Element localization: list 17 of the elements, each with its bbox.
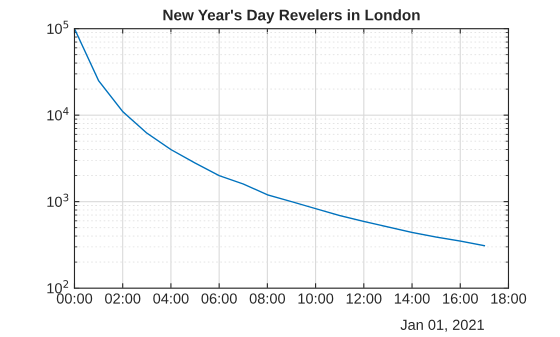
- x-tick-label: 04:00: [153, 293, 189, 304]
- x-tick-label: 06:00: [201, 293, 237, 304]
- x-tick-label: 14:00: [394, 293, 430, 304]
- y-tick-label: 10$^{3}$: [47, 194, 68, 207]
- x-tick-label: 00:00: [56, 293, 92, 304]
- x-tick-label: 18:00: [491, 293, 526, 304]
- x-tick-label: 02:00: [105, 293, 140, 304]
- x-tick-label: 08:00: [250, 293, 286, 304]
- y-tick-label: 10$^{4}$: [47, 107, 69, 120]
- line-series: [74, 28, 486, 246]
- x-tick-label: 12:00: [346, 293, 382, 304]
- y-tick-label: 10$^{5}$: [47, 20, 68, 34]
- text: Jan 01, 2021: [400, 320, 484, 332]
- x-tick-label: 10:00: [298, 293, 334, 304]
- chart-title: New Year's Day Revelers in London: [163, 9, 420, 24]
- y-tick-label: 10$^{2}$: [47, 280, 68, 294]
- x-tick-label: 16:00: [443, 293, 478, 304]
